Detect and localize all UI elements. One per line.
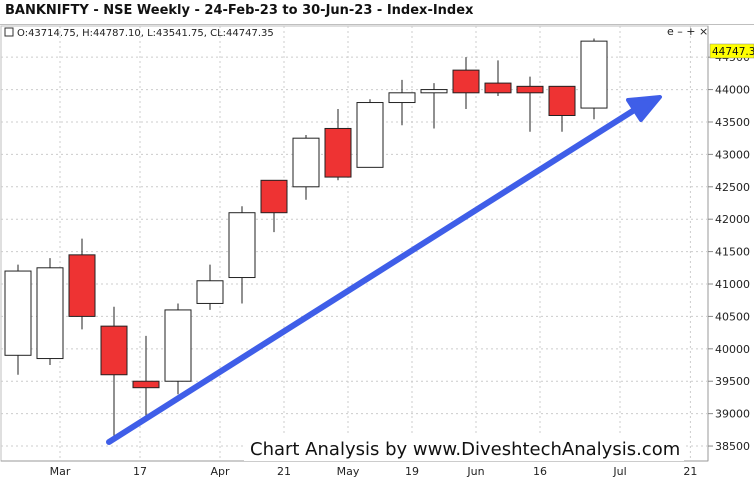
watermark-text: Chart Analysis by www.DiveshtechAnalysis… (250, 439, 680, 460)
x-tick-label: Apr (210, 465, 230, 478)
y-tick-label: 40000 (715, 343, 750, 356)
bearish-candle-body (516, 85, 544, 94)
candle (484, 60, 512, 97)
y-tick-label: 41000 (715, 278, 750, 291)
last-price-text: 44747.3 (712, 46, 754, 58)
bullish-candle-body (356, 102, 384, 168)
candle (388, 79, 416, 126)
candle (420, 83, 448, 129)
bearish-candle-body (484, 82, 512, 94)
candle (580, 38, 608, 120)
chart-window-controls[interactable]: e – + × (667, 25, 708, 38)
x-tick-label: 21 (277, 465, 291, 478)
bullish-candle-body (196, 280, 224, 304)
bullish-candle-body (420, 89, 448, 94)
candle (4, 264, 32, 375)
bearish-candle-body (324, 127, 352, 178)
readout-checkbox-icon[interactable] (4, 27, 14, 37)
x-tick-label: 19 (405, 465, 419, 478)
bearish-candle-body (452, 69, 480, 94)
x-tick-label: 16 (533, 465, 547, 478)
bullish-candle-body (36, 267, 64, 360)
price-axis-labels: 38500 39000 39500 40000 40500 41000 41500 42000… (708, 51, 750, 453)
bullish-candle-body (388, 92, 416, 104)
candle (100, 306, 128, 440)
bearish-candle-body (548, 85, 576, 116)
x-tick-label: 17 (133, 465, 147, 478)
candle (548, 85, 576, 132)
bearish-candle-body (100, 325, 128, 376)
y-tick-label: 38500 (715, 440, 750, 453)
candle (228, 206, 256, 304)
x-tick-label: 21 (683, 465, 697, 478)
title-bar: BANKNIFTY - NSE Weekly - 24-Feb-23 to 30… (0, 0, 754, 25)
y-tick-label: 43500 (715, 116, 750, 129)
bearish-candle-body (132, 380, 160, 389)
watermark-background (244, 433, 684, 461)
candle (452, 57, 480, 110)
bullish-candle-body (292, 137, 320, 188)
candle (196, 264, 224, 310)
bearish-candle-body (260, 179, 288, 214)
candle (132, 335, 160, 417)
last-price-badge (709, 43, 754, 59)
y-tick-label: 41500 (715, 246, 750, 259)
y-tick-label: 43000 (715, 148, 750, 161)
y-tick-label: 39000 (715, 408, 750, 421)
candle (516, 76, 544, 132)
bearish-candle-body (68, 254, 96, 317)
bullish-candle-body (164, 309, 192, 382)
y-tick-label: 44000 (715, 84, 750, 97)
bullish-candle-body (228, 212, 256, 279)
candle (324, 109, 352, 181)
bullish-candle-body (4, 270, 32, 356)
y-tick-label: 42000 (715, 213, 750, 226)
y-tick-label: 40500 (715, 310, 750, 323)
x-tick-label: May (337, 465, 360, 478)
x-tick-label: Jun (466, 465, 484, 478)
candle (164, 303, 192, 395)
y-tick-label: 39500 (715, 375, 750, 388)
candle (68, 238, 96, 330)
chart-title: BANKNIFTY - NSE Weekly - 24-Feb-23 to 30… (5, 3, 474, 18)
candle (292, 134, 320, 200)
candle (36, 258, 64, 366)
candles (4, 38, 608, 440)
candle (260, 179, 288, 233)
bullish-candle-body (580, 40, 608, 109)
y-tick-label: 42500 (715, 181, 750, 194)
ohlc-readout: O:43714.75, H:44787.10, L:43541.75, CL:4… (17, 28, 274, 39)
candlestick-chart[interactable]: 38500 39000 39500 40000 40500 41000 41500 42000… (0, 25, 754, 486)
x-tick-label: Mar (50, 465, 71, 478)
x-tick-label: Jul (612, 465, 626, 478)
candle (356, 99, 384, 168)
time-axis-labels: Mar 17 Apr 21 May 19 Jun 16 Jul 21 (50, 465, 698, 478)
trend-arrow (106, 95, 662, 445)
